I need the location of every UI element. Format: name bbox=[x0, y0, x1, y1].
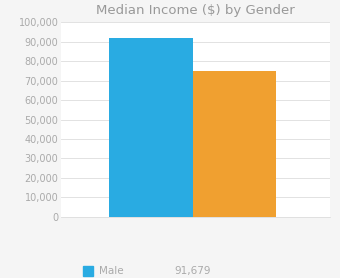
Bar bbox=[109, 38, 192, 217]
Text: Male: Male bbox=[99, 266, 123, 276]
Bar bbox=[192, 71, 276, 217]
Text: 91,679: 91,679 bbox=[174, 266, 210, 276]
Title: Median Income ($) by Gender: Median Income ($) by Gender bbox=[96, 4, 295, 17]
FancyBboxPatch shape bbox=[83, 267, 94, 276]
